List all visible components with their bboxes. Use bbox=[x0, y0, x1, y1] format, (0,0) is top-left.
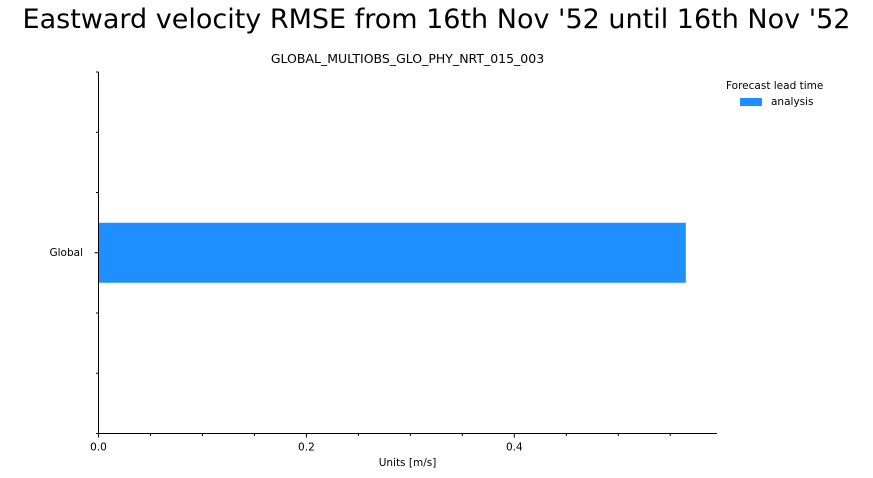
legend-label-analysis: analysis bbox=[771, 96, 814, 108]
x-axis-label: Units [m/s] bbox=[378, 457, 437, 469]
x-tick-label: 0.2 bbox=[298, 442, 315, 454]
legend-title: Forecast lead time bbox=[726, 80, 824, 92]
chart-subtitle: GLOBAL_MULTIOBS_GLO_PHY_NRT_015_003 bbox=[270, 51, 545, 66]
chart-title: Eastward velocity RMSE from 16th Nov '52… bbox=[22, 4, 851, 35]
y-tick-label: Global bbox=[50, 247, 84, 259]
x-tick-label: 0.4 bbox=[506, 442, 523, 454]
x-tick-label: 0.0 bbox=[90, 442, 107, 454]
bar-global-analysis bbox=[98, 222, 686, 283]
legend-swatch-analysis bbox=[740, 98, 762, 106]
